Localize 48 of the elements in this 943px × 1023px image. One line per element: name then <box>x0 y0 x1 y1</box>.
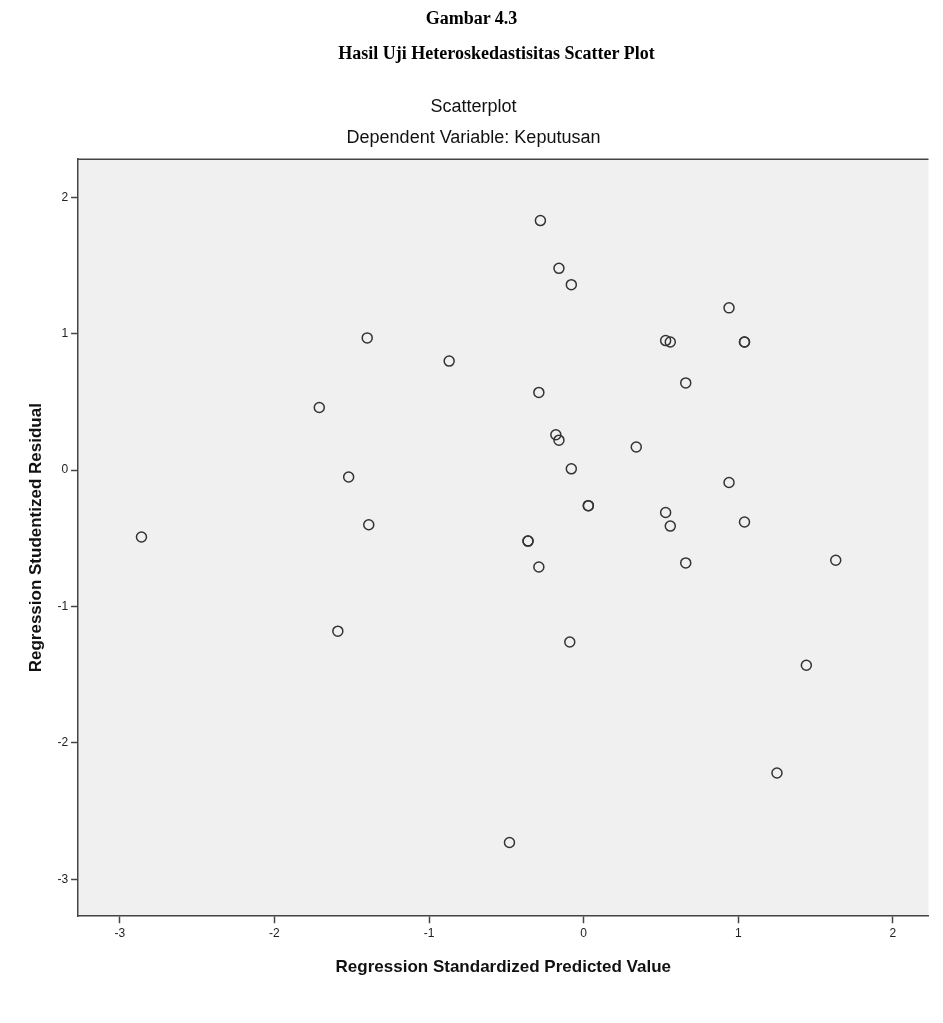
chart-title: Scatterplot <box>430 95 517 116</box>
point <box>503 836 516 849</box>
point <box>361 332 373 344</box>
point <box>553 434 565 446</box>
point <box>664 336 677 348</box>
point <box>533 561 545 573</box>
y-tick-label: -3 <box>57 871 69 886</box>
x-tick-label: 0 <box>580 925 588 940</box>
point <box>553 262 565 275</box>
text: Gambar 4.3 <box>424 8 519 29</box>
point <box>342 471 355 483</box>
x-tick-label: 2 <box>889 925 897 940</box>
point <box>659 506 672 519</box>
point <box>630 441 643 453</box>
x-axis-title: Regression Standardized Predicted Value <box>335 957 671 977</box>
x-tick-label: 1 <box>734 925 742 940</box>
point <box>565 463 578 475</box>
y-tick-label: 0 <box>61 462 69 477</box>
point <box>534 214 547 227</box>
chart-subtitle: Dependent Variable: Keputusan <box>346 127 601 148</box>
point <box>723 302 735 314</box>
y-tick-label: 1 <box>61 326 69 341</box>
point <box>829 554 842 566</box>
point <box>659 334 672 347</box>
x-tick-label: -1 <box>423 925 435 940</box>
point <box>533 386 545 399</box>
point <box>564 636 576 648</box>
point <box>738 516 751 528</box>
point <box>771 767 783 779</box>
y-axis-title: Regression Studentized Residual <box>25 403 45 673</box>
point <box>135 531 148 543</box>
y-tick-label: 2 <box>61 189 69 204</box>
y-tick-label: -1 <box>57 598 69 613</box>
point <box>332 625 344 637</box>
point <box>664 520 677 532</box>
point <box>800 659 813 671</box>
point <box>565 278 578 291</box>
point <box>363 518 375 531</box>
y-tick-label: -2 <box>57 735 69 750</box>
point <box>679 377 692 389</box>
point <box>550 428 562 441</box>
x-tick-label: -3 <box>114 925 126 940</box>
x-tick-label: -2 <box>269 925 281 940</box>
point <box>723 476 735 489</box>
text: Hasil Uji Heteroskedastisitas Scatter Plot <box>337 43 656 64</box>
point <box>679 557 692 569</box>
point <box>313 401 326 414</box>
point <box>443 355 455 367</box>
